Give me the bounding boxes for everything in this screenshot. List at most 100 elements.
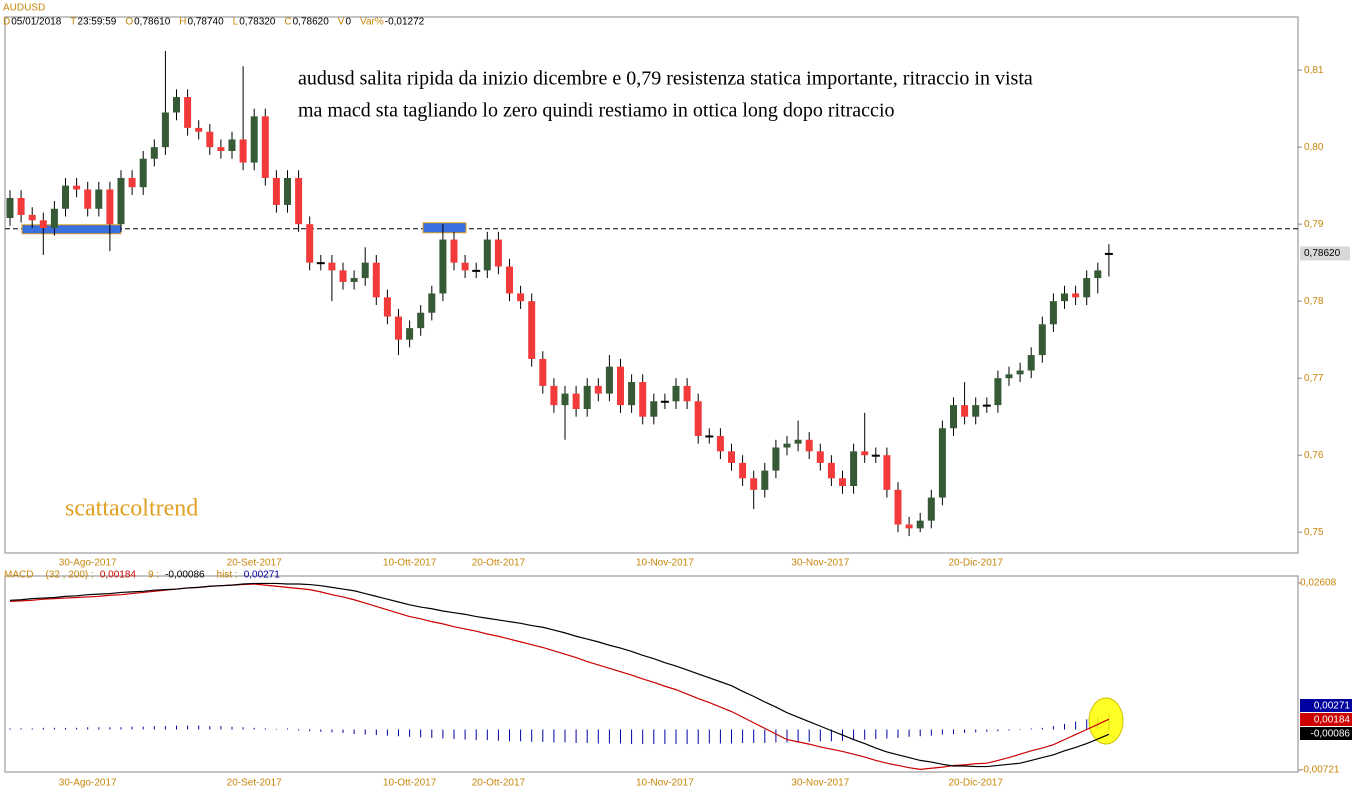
legend-value: 0,00184 bbox=[100, 570, 137, 581]
legend-name: hist : bbox=[217, 570, 238, 581]
candle-body bbox=[905, 524, 913, 529]
candle-body bbox=[539, 358, 547, 386]
header-key: C bbox=[284, 17, 291, 28]
candle-body bbox=[228, 139, 236, 151]
candle-body bbox=[705, 435, 714, 438]
candle-body bbox=[306, 224, 314, 263]
price-panel bbox=[4, 16, 1299, 554]
candle-body bbox=[605, 366, 613, 394]
candle-body bbox=[1005, 374, 1013, 379]
y-tick-label: 0,80 bbox=[1304, 142, 1324, 153]
candle-body bbox=[1016, 370, 1024, 375]
candle-body bbox=[961, 405, 969, 417]
candle-body bbox=[50, 208, 58, 229]
candle-body bbox=[117, 177, 125, 225]
x-tick-label: 30-Ago-2017 bbox=[59, 778, 117, 789]
header-key: L bbox=[233, 17, 239, 28]
candle-body bbox=[1104, 252, 1113, 255]
watermark: scattacoltrend bbox=[65, 496, 198, 522]
value-box-label: -0,00086 bbox=[1311, 729, 1351, 740]
candle-body bbox=[494, 239, 502, 267]
candle-body bbox=[195, 127, 203, 132]
candle-body bbox=[428, 293, 436, 313]
candle-body bbox=[927, 497, 935, 521]
x-tick-label: 20-Set-2017 bbox=[227, 778, 282, 789]
macd-line bbox=[9, 582, 1110, 768]
x-tick-label: 30-Ago-2017 bbox=[59, 558, 117, 569]
x-tick-label: 20-Dic-2017 bbox=[948, 558, 1003, 569]
candle-body bbox=[239, 139, 247, 163]
candle-body bbox=[938, 428, 946, 498]
candle-body bbox=[1027, 355, 1035, 371]
last-price-label: 0,78620 bbox=[1304, 248, 1341, 259]
x-tick-label: 20-Set-2017 bbox=[227, 558, 282, 569]
candle-body bbox=[750, 478, 758, 490]
candle-body bbox=[406, 328, 414, 340]
candle-body bbox=[250, 116, 258, 163]
candle-body bbox=[805, 439, 813, 452]
macd-panel bbox=[4, 575, 1299, 773]
candle-body bbox=[128, 177, 136, 188]
candle-body bbox=[161, 112, 169, 148]
candle-body bbox=[1049, 301, 1057, 325]
x-tick-label: 10-Nov-2017 bbox=[636, 778, 694, 789]
candle-body bbox=[272, 177, 280, 205]
candle-body bbox=[594, 385, 602, 394]
candle-body bbox=[173, 97, 180, 113]
candle-body bbox=[150, 147, 158, 159]
candle-body bbox=[339, 270, 347, 282]
candle-body bbox=[39, 220, 47, 229]
candle-body bbox=[517, 293, 525, 302]
y-tick-label: 0,76 bbox=[1304, 450, 1324, 461]
candle-body bbox=[839, 478, 846, 486]
annotation: ma macd sta tagliando lo zero quindi res… bbox=[298, 100, 895, 122]
header-value: 0,78610 bbox=[134, 17, 171, 28]
candle-body bbox=[217, 147, 225, 151]
candle-body bbox=[483, 239, 491, 271]
candle-body bbox=[139, 158, 147, 188]
value-box bbox=[1300, 713, 1352, 726]
candle-body bbox=[372, 262, 380, 298]
candle-body bbox=[73, 185, 81, 190]
candle-body bbox=[1083, 278, 1091, 298]
candle-body bbox=[184, 97, 192, 128]
candle-body bbox=[417, 312, 425, 329]
candle-body bbox=[206, 131, 214, 148]
candle-body bbox=[672, 385, 680, 402]
legend-name: 9 : bbox=[148, 570, 159, 581]
macd-title: MACD bbox=[4, 570, 33, 581]
candle-body bbox=[650, 401, 658, 417]
y-tick-label: 0,77 bbox=[1304, 373, 1324, 384]
candle-body bbox=[827, 462, 835, 479]
candle-body bbox=[639, 382, 647, 417]
candle-body bbox=[660, 400, 669, 403]
candle-body bbox=[1072, 293, 1080, 298]
y-tick-label: 0,78 bbox=[1304, 296, 1324, 307]
header-value: 0,78740 bbox=[188, 17, 225, 28]
last-price-box bbox=[1300, 246, 1350, 261]
legend-value: -0,00086 bbox=[165, 570, 205, 581]
candle-body bbox=[716, 435, 724, 452]
header-value: 0 bbox=[345, 17, 351, 28]
candle-body bbox=[916, 520, 924, 529]
candle-body bbox=[1038, 324, 1046, 356]
candle-body bbox=[728, 451, 735, 463]
candle-body bbox=[861, 451, 869, 456]
candle-body bbox=[772, 447, 780, 471]
candle-body bbox=[816, 451, 824, 463]
candle-body bbox=[883, 455, 891, 490]
candle-body bbox=[383, 297, 391, 317]
candle-body bbox=[439, 239, 447, 294]
candle-body bbox=[583, 385, 591, 409]
candle-body bbox=[6, 197, 14, 218]
candle-body bbox=[617, 366, 624, 406]
header-value: 05/01/2018 bbox=[11, 17, 61, 28]
candle-body bbox=[994, 378, 1002, 406]
candle-body bbox=[850, 451, 858, 486]
y-tick-label: 0,81 bbox=[1304, 65, 1324, 76]
candle-body bbox=[361, 262, 369, 279]
header-key: V bbox=[338, 17, 345, 28]
candle-body bbox=[62, 185, 69, 209]
header-key: Var% bbox=[360, 17, 384, 28]
